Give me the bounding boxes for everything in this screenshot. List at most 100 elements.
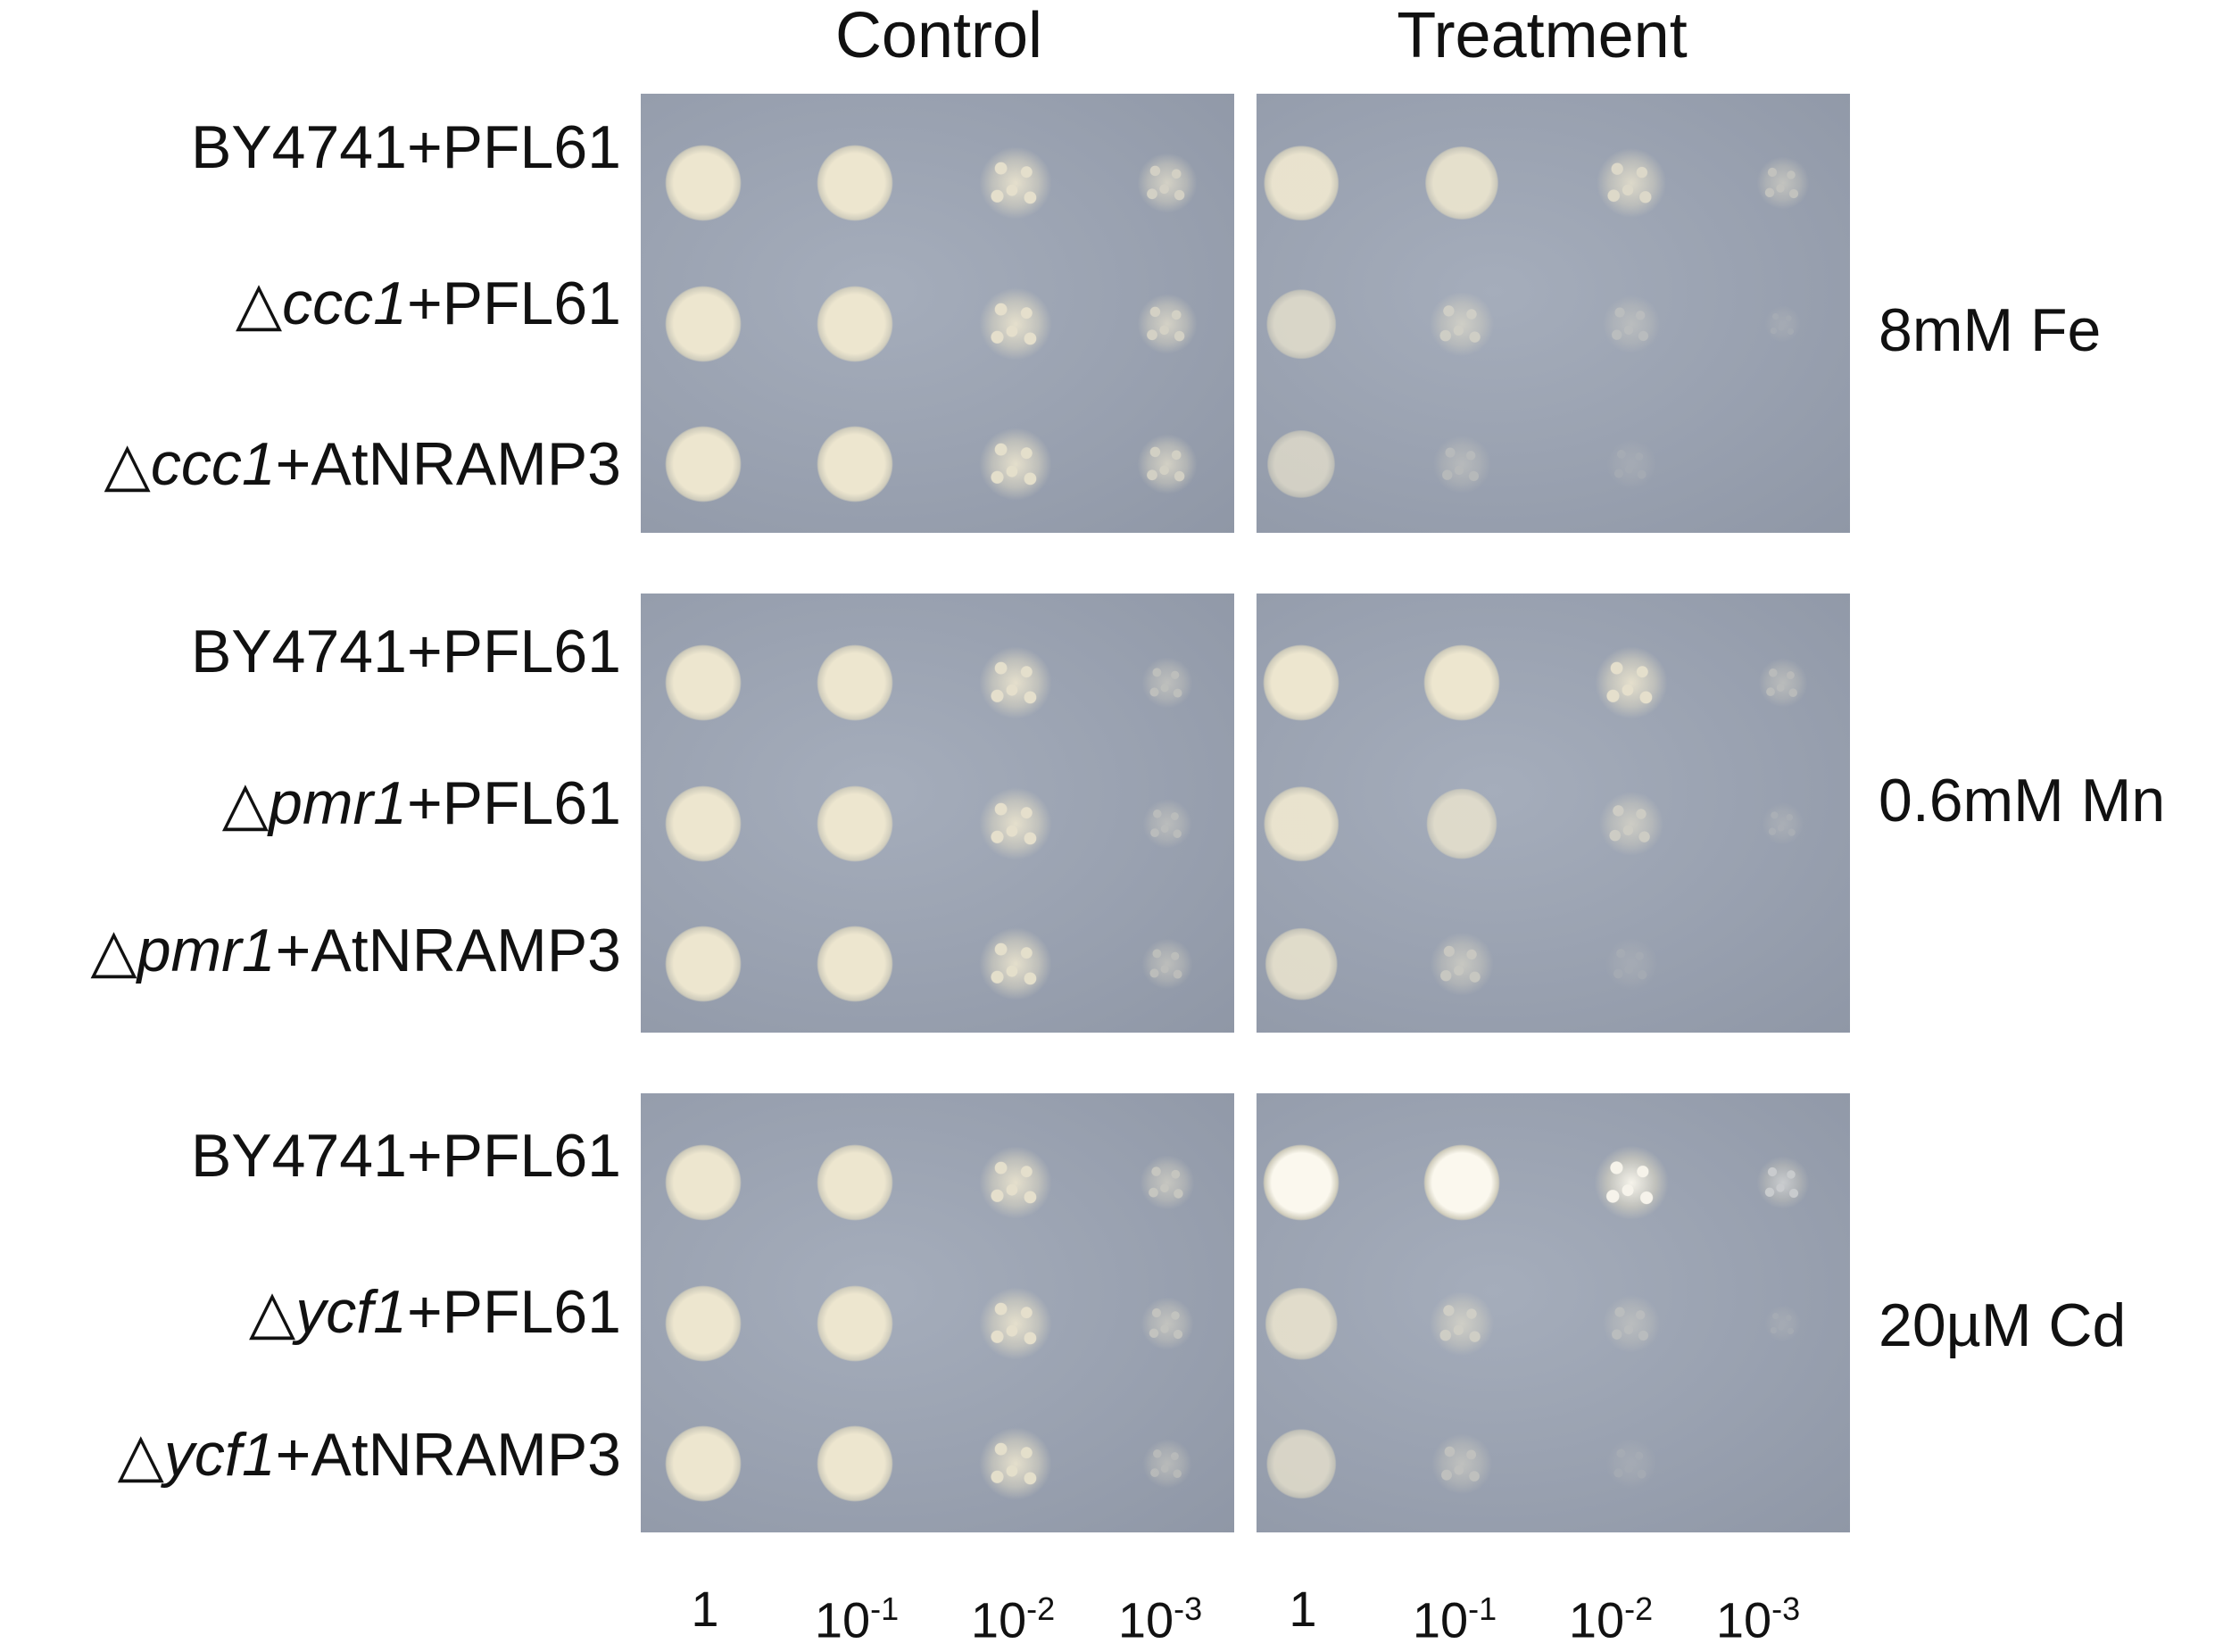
colony-spot bbox=[979, 146, 1052, 220]
strain-construct: +PFL61 bbox=[406, 618, 621, 685]
strain-gene: ccc1 bbox=[282, 270, 407, 337]
strain-construct: +PFL61 bbox=[406, 769, 621, 837]
colony-spot bbox=[1430, 932, 1494, 996]
dilution-label: 1 bbox=[638, 1578, 772, 1640]
colony-spot bbox=[979, 287, 1052, 361]
condition-label-cd: 20µM Cd bbox=[1879, 1291, 2127, 1359]
dilution-label: 10-1 bbox=[1388, 1578, 1522, 1652]
colony-spot bbox=[1141, 1297, 1194, 1350]
dilution-exponent: -2 bbox=[1624, 1590, 1654, 1627]
colony-spot bbox=[1598, 791, 1664, 857]
colony-spot bbox=[979, 428, 1052, 501]
dilution-label: 10-2 bbox=[946, 1578, 1080, 1652]
strain-construct: +PFL61 bbox=[406, 1278, 621, 1346]
colony-spot bbox=[1423, 644, 1500, 721]
colony-spot bbox=[1602, 1294, 1661, 1353]
column-header-control: Control bbox=[834, 0, 1043, 71]
colony-spot bbox=[1267, 430, 1335, 498]
colony-spot bbox=[817, 1285, 893, 1362]
colony-spot bbox=[1594, 1145, 1669, 1220]
dilution-exponent: -1 bbox=[1468, 1590, 1497, 1627]
dilution-label: 10-2 bbox=[1544, 1578, 1678, 1652]
colony-spot bbox=[1263, 1144, 1340, 1221]
delta-symbol: △ bbox=[221, 769, 269, 837]
colony-spot bbox=[665, 426, 742, 502]
colony-spot bbox=[979, 1427, 1052, 1500]
colony-spot bbox=[1140, 1155, 1195, 1210]
colony-spot bbox=[1423, 1144, 1500, 1221]
colony-spot bbox=[1756, 1156, 1810, 1209]
delta-symbol: △ bbox=[90, 917, 137, 984]
dilution-label: 10-3 bbox=[1093, 1578, 1227, 1652]
treatment-plate-2 bbox=[1257, 594, 1850, 1033]
colony-spot bbox=[1595, 646, 1668, 719]
colony-spot bbox=[665, 644, 742, 721]
colony-spot bbox=[1263, 644, 1340, 721]
dilution-base: 10 bbox=[1568, 1591, 1625, 1648]
colony-spot bbox=[979, 1287, 1052, 1360]
dilution-exponent: -2 bbox=[1026, 1590, 1056, 1627]
colony-spot bbox=[1756, 156, 1810, 210]
strain-label: △pmr1+AtNRAMP3 bbox=[90, 915, 621, 986]
strain-label: △ycf1+PFL61 bbox=[249, 1276, 621, 1348]
colony-spot bbox=[1266, 1429, 1336, 1498]
colony-spot bbox=[1264, 786, 1339, 861]
dilution-base: 1 bbox=[691, 1581, 719, 1637]
colony-spot bbox=[665, 145, 742, 221]
colony-spot bbox=[1265, 927, 1338, 1000]
colony-spot bbox=[1605, 937, 1658, 991]
colony-spot bbox=[1426, 788, 1497, 859]
colony-spot bbox=[817, 426, 893, 502]
dilution-base: 1 bbox=[1289, 1581, 1317, 1637]
treatment-plate-1 bbox=[1257, 94, 1850, 533]
dilution-base: 10 bbox=[970, 1591, 1027, 1648]
strain-gene: pmr1 bbox=[269, 769, 407, 837]
colony-spot bbox=[1762, 802, 1804, 845]
colony-spot bbox=[1141, 938, 1193, 990]
colony-spot bbox=[1141, 657, 1193, 709]
colony-spot bbox=[665, 1144, 742, 1221]
colony-spot bbox=[1764, 305, 1802, 343]
strain-label: △ycf1+AtNRAMP3 bbox=[118, 1419, 621, 1490]
colony-spot bbox=[817, 1144, 893, 1221]
colony-spot bbox=[817, 145, 893, 221]
dilution-base: 10 bbox=[814, 1591, 871, 1648]
condition-label-fe: 8mM Fe bbox=[1879, 296, 2102, 364]
dilution-label: 10-3 bbox=[1691, 1578, 1825, 1652]
colony-spot bbox=[1605, 1438, 1657, 1490]
strain-gene: pmr1 bbox=[137, 917, 276, 984]
treatment-plate-3 bbox=[1257, 1093, 1850, 1532]
colony-spot bbox=[1602, 295, 1661, 353]
strain-gene: BY4741 bbox=[190, 618, 407, 685]
strain-label: △pmr1+PFL61 bbox=[222, 768, 621, 839]
dilution-exponent: -1 bbox=[870, 1590, 900, 1627]
delta-symbol: △ bbox=[117, 1421, 164, 1489]
dilution-label: 1 bbox=[1236, 1578, 1370, 1640]
colony-spot bbox=[817, 286, 893, 362]
delta-symbol: △ bbox=[248, 1278, 296, 1346]
strain-construct: +PFL61 bbox=[406, 1122, 621, 1190]
colony-spot bbox=[979, 787, 1052, 860]
strain-gene: ycf1 bbox=[163, 1421, 276, 1489]
colony-spot bbox=[665, 1425, 742, 1502]
dilution-exponent: -3 bbox=[1174, 1590, 1203, 1627]
control-plate-3 bbox=[641, 1093, 1234, 1532]
dilution-base: 10 bbox=[1412, 1591, 1469, 1648]
colony-spot bbox=[1142, 799, 1192, 849]
strain-label: BY4741+PFL61 bbox=[191, 1120, 621, 1191]
dilution-base: 10 bbox=[1117, 1591, 1174, 1648]
colony-spot bbox=[1429, 291, 1495, 357]
dilution-label: 10-1 bbox=[790, 1578, 924, 1652]
colony-spot bbox=[1264, 145, 1339, 220]
strain-gene: ccc1 bbox=[150, 430, 276, 498]
colony-spot bbox=[665, 286, 742, 362]
colony-spot bbox=[1758, 658, 1808, 708]
colony-spot bbox=[979, 646, 1052, 719]
colony-spot bbox=[979, 927, 1052, 1000]
strain-construct: +AtNRAMP3 bbox=[275, 430, 621, 498]
colony-spot bbox=[1137, 434, 1198, 494]
colony-spot bbox=[1265, 1287, 1338, 1360]
strain-label: BY4741+PFL61 bbox=[191, 616, 621, 687]
colony-spot bbox=[1266, 289, 1336, 359]
condition-label-mn: 0.6mM Mn bbox=[1879, 767, 2166, 834]
